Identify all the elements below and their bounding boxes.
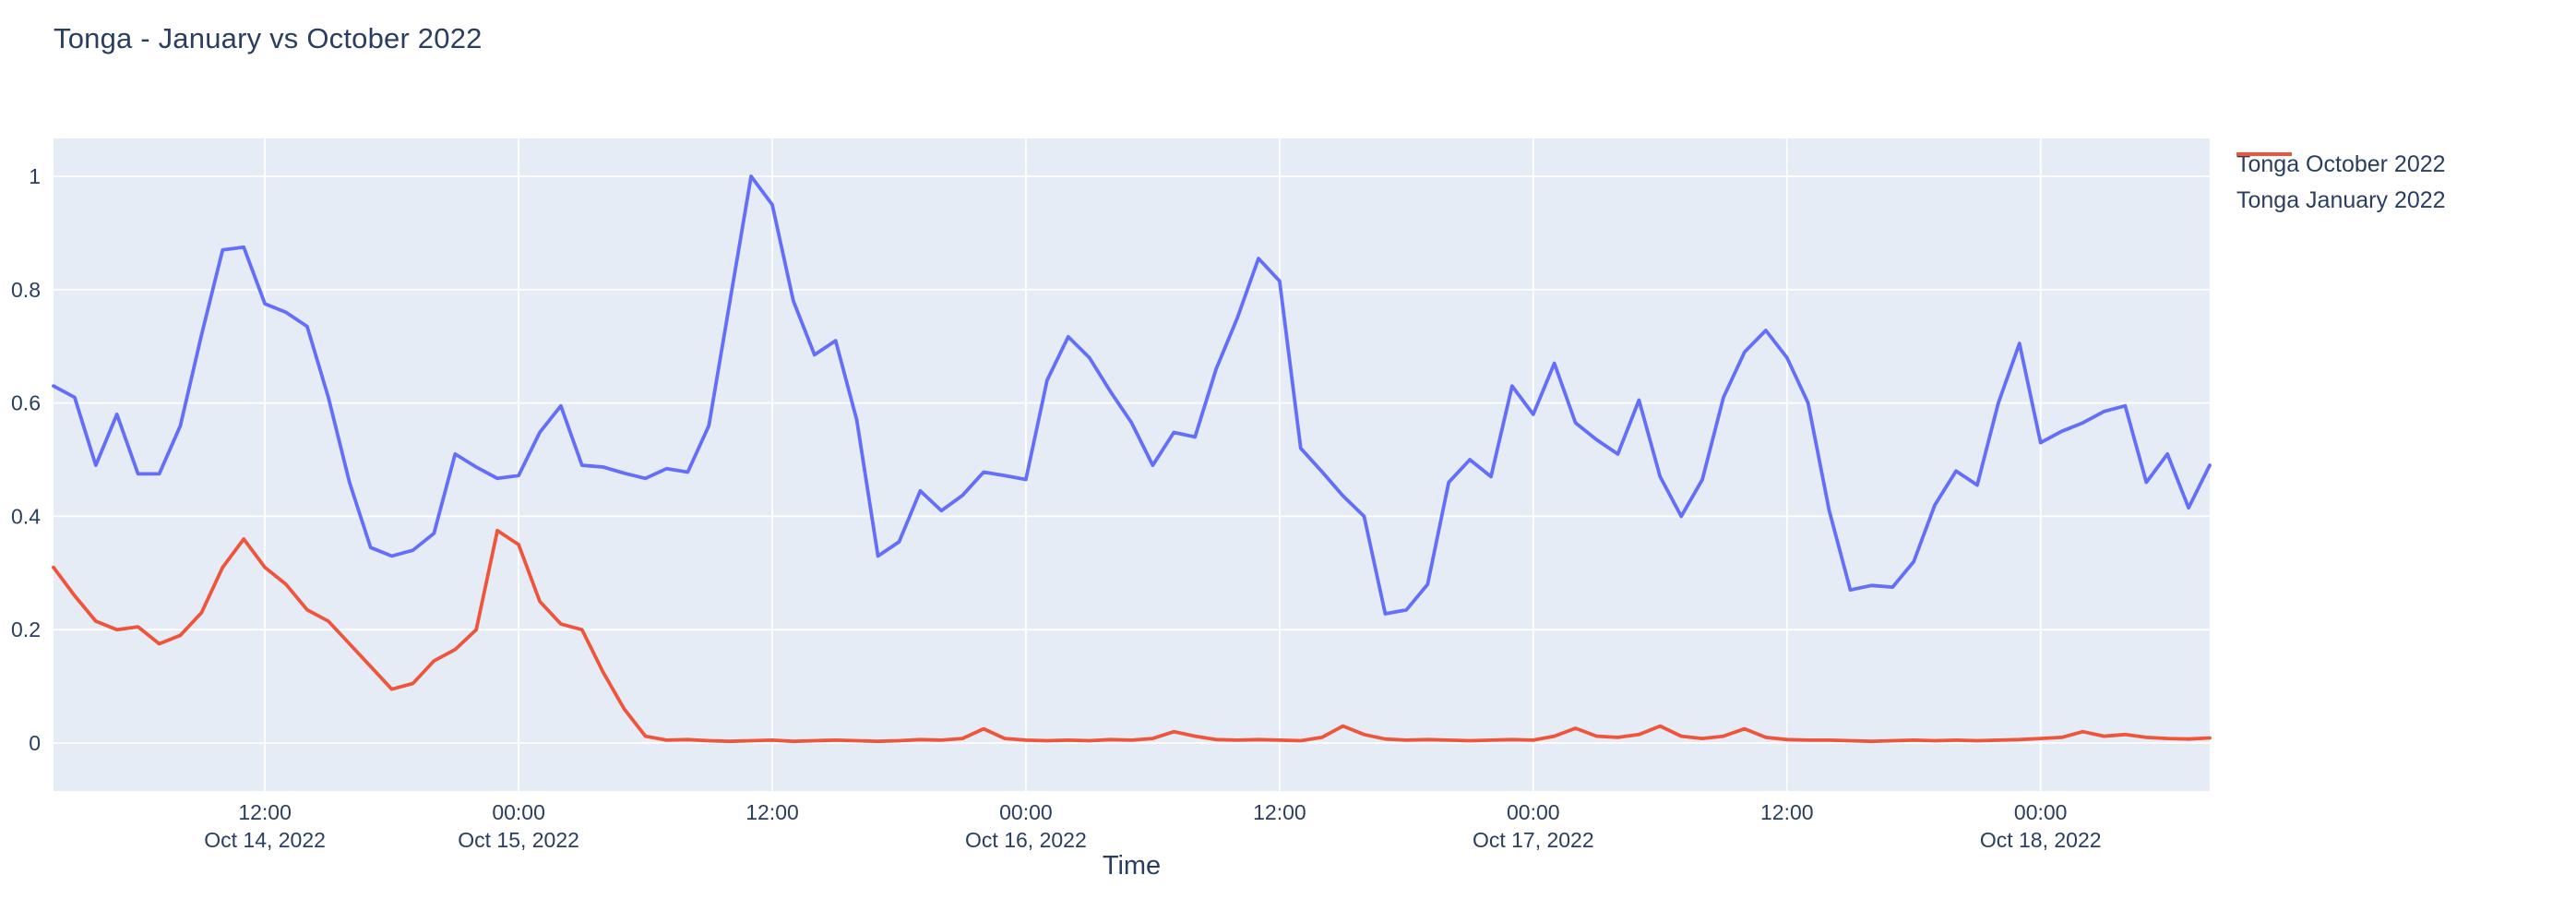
series-line-tonga-october-2022 [52,174,2212,616]
x-tick-time: 00:00 [2014,800,2068,824]
y-tick-label: 0.2 [11,617,41,641]
plot-background [54,138,2210,791]
x-tick-time: 12:00 [745,800,799,824]
x-tick-date: Oct 18, 2022 [1980,828,2102,852]
y-tick-label: 0.6 [11,391,41,415]
x-tick-date: Oct 16, 2022 [965,828,1087,852]
x-tick-time: 12:00 [238,800,292,824]
chart-title: Tonga - January vs October 2022 [54,22,483,54]
y-tick-label: 0.4 [11,504,41,528]
series-line-tonga-january-2022 [52,528,2212,744]
y-tick-label: 0.8 [11,278,41,302]
x-tick-date: Oct 17, 2022 [1473,828,1594,852]
x-tick-time: 00:00 [999,800,1053,824]
legend-swatch-line [2236,152,2292,156]
legend-label: Tonga January 2022 [2236,187,2446,213]
x-axis-title: Time [1102,851,1162,881]
x-tick-time: 00:00 [492,800,545,824]
x-tick-date: Oct 15, 2022 [458,828,579,852]
legend: Tonga October 2022 Tonga January 2022 [2236,150,2446,215]
x-tick-time: 00:00 [1507,800,1560,824]
x-tick-time: 12:00 [1253,800,1306,824]
x-tick-date: Oct 14, 2022 [204,828,326,852]
x-tick-time: 12:00 [1760,800,1814,824]
y-tick-label: 1 [29,164,41,188]
legend-item-tonga-january-2022[interactable]: Tonga January 2022 [2236,152,2446,215]
y-tick-label: 0 [29,731,41,755]
